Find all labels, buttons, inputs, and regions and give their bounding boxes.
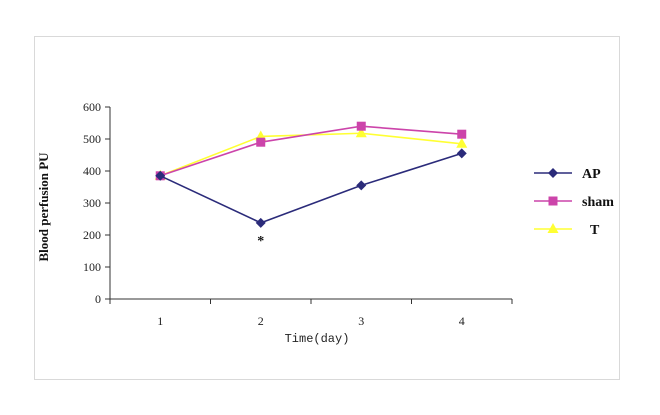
y-axis-title: Blood perfusion PU [36,152,51,262]
series-layer [154,121,468,228]
y-tick-label: 200 [83,228,101,242]
x-tick-label: 3 [358,314,364,328]
y-tick-label: 0 [95,292,101,306]
legend-item-ap: AP [534,167,601,182]
data-point [255,217,266,228]
data-point [355,127,367,138]
x-axis-title: Time(day) [285,332,350,346]
series-line [159,152,462,224]
legend-label: sham [582,195,614,210]
data-point [356,121,366,131]
data-point [457,129,467,139]
legend-label: T [590,223,600,238]
y-tick-label: 100 [83,260,101,274]
series-t [154,127,468,180]
x-ticks: 1 2 3 4 [109,299,513,328]
data-point [256,137,266,147]
series-line [159,125,462,177]
legend: AP sham T [534,167,614,238]
axes [109,107,512,300]
series-ap [155,148,467,228]
data-point [155,170,166,181]
legend-label: AP [582,167,601,182]
legend-marker [547,223,559,233]
legend-marker [548,196,558,206]
data-point [356,180,367,191]
legend-item-sham: sham [534,195,614,210]
series-sham [155,121,467,181]
y-tick-label: 400 [83,164,101,178]
legend-marker [548,168,558,178]
y-tick-label: 600 [83,100,101,114]
annotations: * [257,234,264,249]
y-ticks: 0 100 200 300 400 500 600 [83,100,110,306]
x-tick-label: 1 [157,314,163,328]
chart-frame [34,36,620,380]
x-tick-label: 2 [258,314,264,328]
x-tick-label: 4 [459,314,465,328]
legend-item-t: T [534,223,600,238]
significance-asterisk: * [257,234,264,249]
y-tick-label: 500 [83,132,101,146]
y-tick-label: 300 [83,196,101,210]
data-point [456,137,468,148]
series-line [159,132,462,177]
data-point [456,148,467,159]
